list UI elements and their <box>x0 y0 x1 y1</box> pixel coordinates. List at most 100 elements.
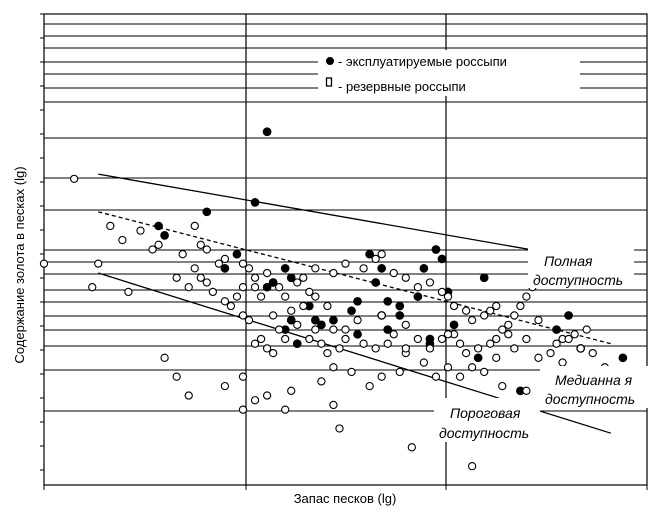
data-point-exploited <box>383 296 393 306</box>
data-point-reserve <box>293 320 302 330</box>
data-point-exploited <box>262 127 272 137</box>
data-point-exploited <box>280 263 290 273</box>
data-point-reserve <box>552 339 561 348</box>
data-point-reserve <box>341 259 350 268</box>
data-point-reserve <box>281 405 290 414</box>
data-point-reserve <box>293 278 302 287</box>
data-point-reserve <box>184 391 193 400</box>
data-point-reserve <box>522 292 531 301</box>
data-point-exploited <box>425 334 435 344</box>
data-point-reserve <box>329 400 338 410</box>
data-point-exploited <box>449 320 459 330</box>
data-point-reserve <box>238 405 248 414</box>
annotation-threshold-bg <box>434 398 540 442</box>
data-point-reserve <box>196 273 205 282</box>
data-point-reserve <box>480 367 489 377</box>
data-point-reserve <box>172 372 181 381</box>
data-point-exploited <box>564 311 573 320</box>
data-point-reserve <box>275 283 284 292</box>
data-point-reserve <box>443 330 453 339</box>
data-point-exploited <box>413 292 423 301</box>
data-point-reserve <box>492 334 501 344</box>
data-point-reserve <box>178 250 187 259</box>
data-point-reserve <box>395 367 404 377</box>
data-point-reserve <box>377 311 386 320</box>
data-point-reserve <box>202 278 211 287</box>
data-point-exploited <box>286 273 296 283</box>
data-point-reserve <box>359 264 368 273</box>
data-point-reserve <box>564 334 573 344</box>
data-point-exploited <box>437 254 447 264</box>
annotation-full-line1: Полная <box>544 253 593 269</box>
data-point-exploited <box>220 263 230 273</box>
data-point-reserve <box>498 325 507 334</box>
data-point-reserve <box>317 339 326 348</box>
legend-marker-exploited <box>326 57 334 65</box>
data-point-reserve <box>522 334 531 344</box>
data-point-exploited <box>311 315 320 325</box>
annotation-threshold-line1: Пороговая <box>450 405 521 421</box>
data-point-reserve <box>299 273 308 282</box>
data-point-reserve <box>220 297 230 306</box>
data-point-reserve <box>250 283 260 292</box>
data-point-reserve <box>305 287 314 297</box>
data-point-reserve <box>311 264 320 273</box>
data-point-reserve <box>250 396 260 405</box>
data-point-reserve <box>437 287 447 297</box>
data-point-reserve <box>516 301 525 311</box>
data-point-reserve <box>371 344 380 353</box>
legend: - эксплуатируемые россыпи - резервные ро… <box>318 50 580 96</box>
data-point-reserve <box>504 320 513 330</box>
data-point-exploited <box>365 249 374 259</box>
data-point-reserve <box>419 358 429 367</box>
data-point-reserve <box>244 315 254 325</box>
data-point-reserve <box>480 311 489 320</box>
data-point-reserve <box>268 311 278 320</box>
data-point-exploited <box>473 353 483 363</box>
data-point-reserve <box>256 334 266 344</box>
data-point-reserve <box>443 363 453 372</box>
data-point-reserve <box>208 287 217 297</box>
data-point-reserve <box>437 334 447 344</box>
data-point-reserve <box>347 367 356 377</box>
data-point-reserve <box>401 273 410 282</box>
data-point-reserve <box>371 254 380 264</box>
annotation-median-line2: доступность <box>545 391 635 407</box>
trend-line-full <box>98 173 611 265</box>
data-point-reserve <box>449 301 459 311</box>
data-point-reserve <box>335 344 344 353</box>
data-point-reserve <box>413 334 423 344</box>
data-point-reserve <box>455 339 465 348</box>
data-point-reserve <box>190 221 199 231</box>
legend-label-exploited: - эксплуатируемые россыпи <box>338 54 507 69</box>
data-point-reserve <box>311 325 320 334</box>
data-point-reserve <box>184 283 193 292</box>
data-point-reserve <box>534 353 543 362</box>
data-point-reserve <box>383 339 392 348</box>
data-point-reserve <box>220 381 230 391</box>
data-point-reserve <box>534 315 543 325</box>
data-point-reserve <box>407 443 416 452</box>
data-point-reserve <box>275 325 284 334</box>
data-point-reserve <box>474 344 483 353</box>
data-point-reserve <box>413 283 423 292</box>
data-point-reserve <box>425 344 435 353</box>
data-point-reserve <box>329 268 338 278</box>
data-point-reserve <box>341 325 350 334</box>
data-point-exploited <box>618 353 628 363</box>
annotation-threshold: Пороговая доступность <box>434 398 540 442</box>
data-point-exploited <box>160 231 169 240</box>
annotation-median-bg <box>540 366 648 408</box>
y-axis-label: Содержание золота в песках (lg) <box>12 166 27 363</box>
data-point-reserve <box>281 334 290 344</box>
data-point-exploited <box>431 245 441 254</box>
data-point-reserve <box>443 292 453 301</box>
data-point-reserve <box>498 381 507 391</box>
data-point-reserve <box>202 245 211 254</box>
legend-marker-reserve <box>325 77 333 87</box>
data-point-exploited <box>154 221 163 231</box>
data-point-exploited <box>202 207 212 217</box>
data-point-reserve <box>154 240 163 249</box>
data-point-reserve <box>299 301 308 311</box>
data-point-reserve <box>94 259 103 268</box>
